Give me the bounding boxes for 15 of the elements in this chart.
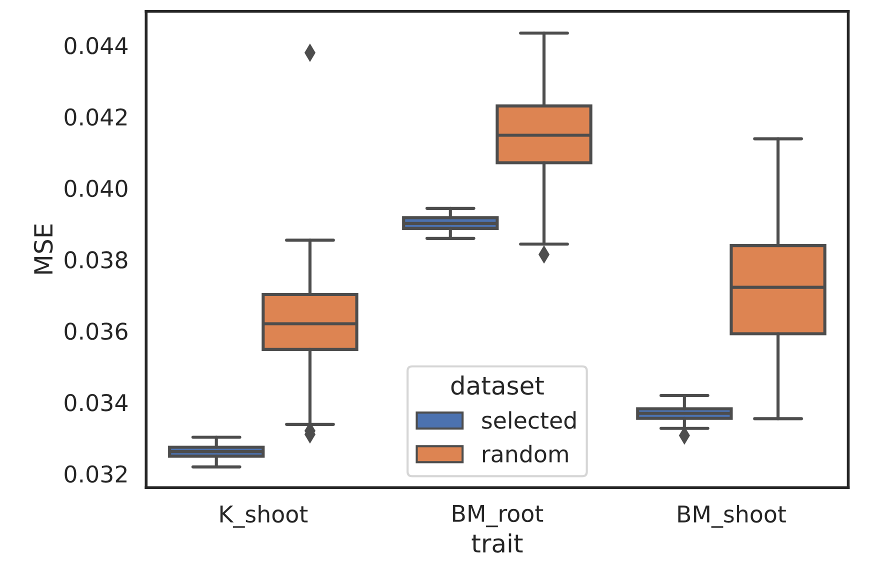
- y-tick-label: 0.038: [64, 251, 128, 269]
- x-tick-label: K_shoot: [220, 504, 308, 528]
- y-tick-label: 0.036: [64, 322, 128, 340]
- y-tick-label: 0.044: [64, 36, 128, 54]
- y-tick-label: 0.040: [64, 180, 128, 198]
- y-tick-label: 0.034: [64, 394, 128, 412]
- y-tick-label: 0.032: [64, 465, 127, 483]
- legend-label: selected: [482, 411, 576, 429]
- legend-label: random: [483, 444, 568, 463]
- y-axis-title: MSE: [34, 224, 53, 274]
- legend-title: dataset: [451, 376, 544, 395]
- x-tick-label: BM_shoot: [678, 504, 786, 528]
- x-axis-title: trait: [472, 533, 523, 553]
- x-tick-label: BM_root: [453, 505, 544, 528]
- y-tick-label: 0.042: [64, 108, 127, 126]
